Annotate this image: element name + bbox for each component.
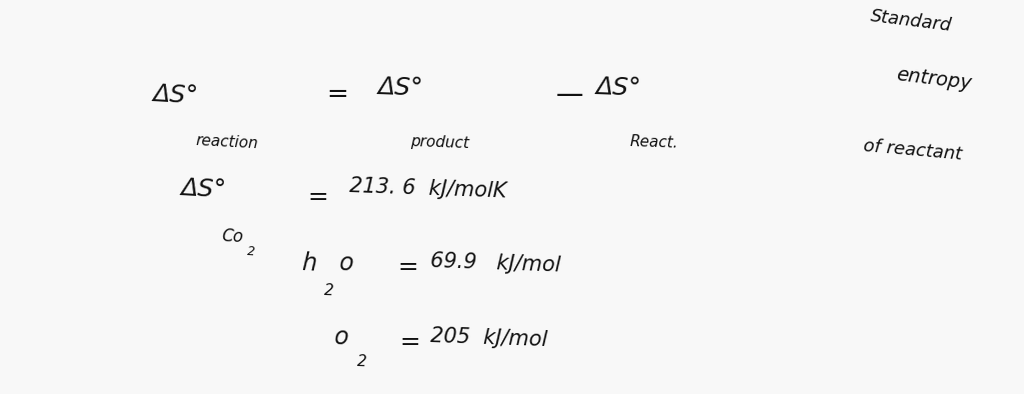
Text: o: o <box>333 325 349 350</box>
Text: Standard: Standard <box>869 7 953 35</box>
Text: 2: 2 <box>324 283 335 299</box>
Text: product: product <box>410 134 469 151</box>
Text: reaction: reaction <box>196 133 259 151</box>
Text: o: o <box>338 251 354 276</box>
Text: h: h <box>301 251 316 276</box>
Text: 213. 6  kJ/molK: 213. 6 kJ/molK <box>348 177 507 202</box>
Text: ΔS°: ΔS° <box>377 75 424 100</box>
Text: —: — <box>556 81 584 109</box>
Text: =: = <box>397 255 419 279</box>
Text: ΔS°: ΔS° <box>596 75 642 100</box>
Text: entropy: entropy <box>895 65 973 94</box>
Text: 69.9   kJ/mol: 69.9 kJ/mol <box>430 251 561 276</box>
Text: ΔS°: ΔS° <box>180 176 226 203</box>
Text: =: = <box>326 82 348 108</box>
Text: of reactant: of reactant <box>862 137 963 164</box>
Text: React.: React. <box>630 134 679 151</box>
Text: =: = <box>308 185 329 209</box>
Text: ΔS°: ΔS° <box>153 82 200 108</box>
Text: Co: Co <box>221 227 244 246</box>
Text: =: = <box>399 330 421 354</box>
Text: 2: 2 <box>356 354 367 369</box>
Text: 2: 2 <box>247 245 255 258</box>
Text: 205  kJ/mol: 205 kJ/mol <box>430 326 548 350</box>
